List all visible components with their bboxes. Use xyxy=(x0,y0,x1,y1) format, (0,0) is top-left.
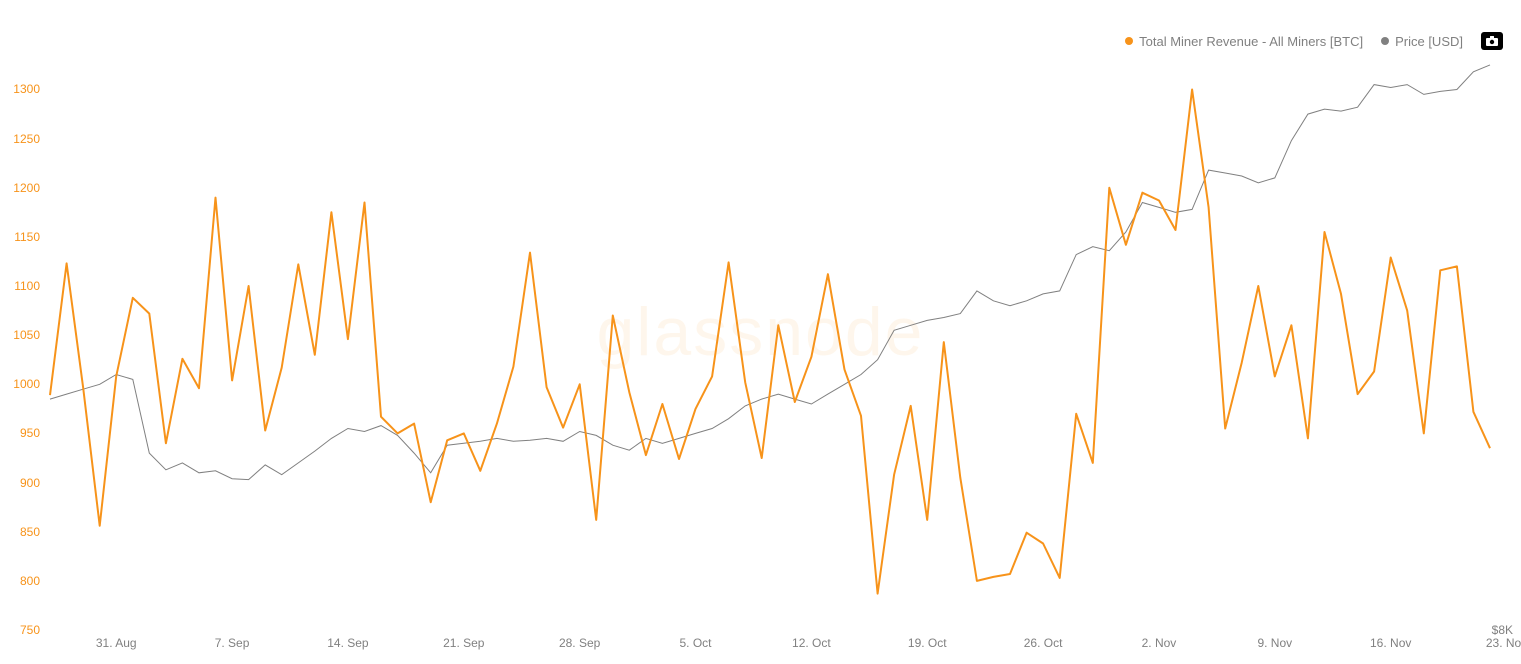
line-miner-revenue xyxy=(50,90,1490,594)
chart-container: glassnode Total Miner Revenue - All Mine… xyxy=(0,0,1521,664)
line-price-usd xyxy=(50,65,1490,480)
chart-plot-area xyxy=(0,0,1521,664)
